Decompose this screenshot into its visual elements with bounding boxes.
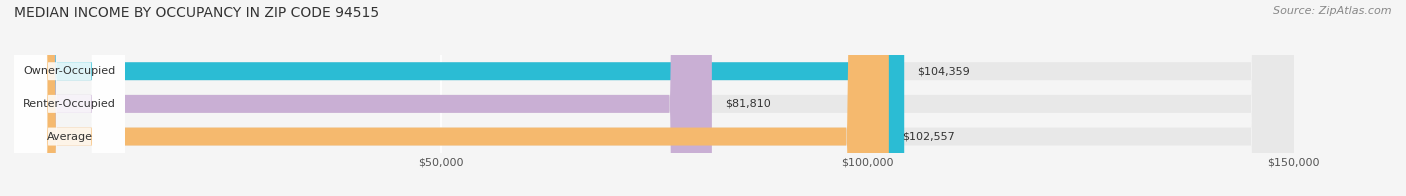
Text: Renter-Occupied: Renter-Occupied xyxy=(22,99,115,109)
FancyBboxPatch shape xyxy=(14,0,889,196)
Text: MEDIAN INCOME BY OCCUPANCY IN ZIP CODE 94515: MEDIAN INCOME BY OCCUPANCY IN ZIP CODE 9… xyxy=(14,6,380,20)
Text: Source: ZipAtlas.com: Source: ZipAtlas.com xyxy=(1274,6,1392,16)
Text: Average: Average xyxy=(46,132,93,142)
FancyBboxPatch shape xyxy=(14,0,1294,196)
FancyBboxPatch shape xyxy=(14,0,1294,196)
Text: $104,359: $104,359 xyxy=(917,66,970,76)
FancyBboxPatch shape xyxy=(14,0,125,196)
FancyBboxPatch shape xyxy=(14,0,125,196)
Text: $102,557: $102,557 xyxy=(901,132,955,142)
FancyBboxPatch shape xyxy=(14,0,711,196)
FancyBboxPatch shape xyxy=(14,0,1294,196)
FancyBboxPatch shape xyxy=(14,0,904,196)
Text: Owner-Occupied: Owner-Occupied xyxy=(24,66,115,76)
FancyBboxPatch shape xyxy=(14,0,125,196)
Text: $81,810: $81,810 xyxy=(724,99,770,109)
